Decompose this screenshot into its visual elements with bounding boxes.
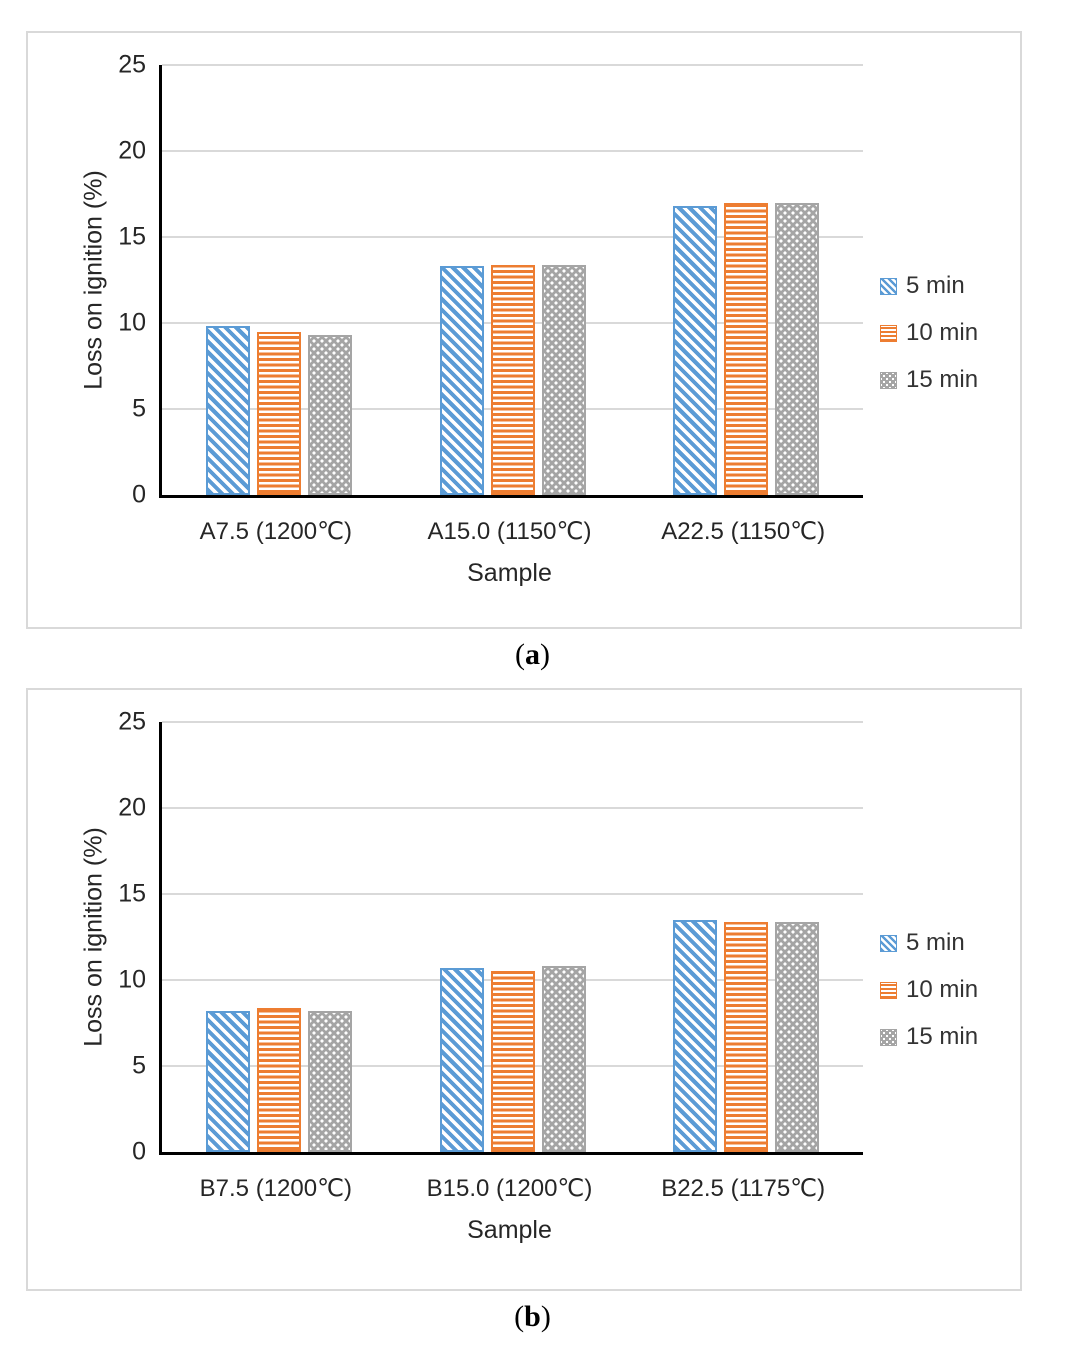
y-axis-ticks: 0 5 10 15 20 25 (28, 52, 146, 507)
legend: 5 min 10 min 15 min (880, 271, 978, 412)
y-tick-label: 25 (118, 50, 146, 79)
bar-15-min (541, 264, 586, 495)
y-tick-label: 20 (118, 793, 146, 822)
y-tick-label: 20 (118, 136, 146, 165)
bar-15-min (307, 335, 352, 495)
caption-paren-open: ( (515, 638, 525, 671)
bar-10-min (490, 264, 535, 495)
legend-label: 15 min (906, 1023, 979, 1050)
legend-swatch-10-min (880, 324, 897, 342)
y-tick-label: 0 (132, 1137, 146, 1166)
plot-area (159, 64, 863, 498)
bar-5-min (205, 326, 250, 495)
y-tick-label: 5 (132, 1051, 146, 1080)
bar-5-min (439, 967, 484, 1152)
bar-15-min (775, 921, 820, 1152)
bar-5-min (205, 1010, 250, 1152)
legend-label: 10 min (906, 976, 979, 1003)
legend-label: 15 min (906, 366, 979, 393)
bar-10-min (490, 971, 535, 1152)
x-axis-title: Sample (467, 1216, 552, 1244)
caption-letter-b: b (524, 1300, 541, 1333)
gridline (162, 721, 863, 723)
caption-paren-close: ) (540, 1300, 551, 1333)
bar-5-min (673, 206, 718, 495)
legend-swatch-10-min (880, 981, 897, 999)
legend-label: 5 min (906, 272, 965, 299)
legend-item: 5 min (880, 928, 978, 958)
legend-swatch-15-min (880, 371, 897, 389)
legend-label: 10 min (906, 319, 979, 346)
x-tick-label: B22.5 (1175℃) (661, 1175, 826, 1202)
caption-letter-a: a (525, 638, 540, 671)
gridline (162, 893, 863, 895)
x-axis-labels: A7.5 (1200℃) A15.0 (1150℃) A22.5 (1150℃) (159, 517, 860, 549)
legend-item: 10 min (880, 975, 978, 1005)
legend-swatch-5-min (880, 934, 897, 952)
bar-10-min (256, 1007, 301, 1152)
bar-15-min (307, 1010, 352, 1152)
legend-item: 15 min (880, 365, 978, 395)
gridline (162, 150, 863, 152)
y-tick-label: 25 (118, 707, 146, 736)
legend-item: 15 min (880, 1022, 978, 1052)
bar-5-min (673, 919, 718, 1152)
x-axis-title: Sample (467, 559, 552, 587)
panel-caption-a: (a) (0, 638, 1065, 672)
chart-panel-b: Loss on ignition (%) 0 5 10 15 20 25 B7.5 (12… (26, 688, 1022, 1291)
bar-10-min (256, 331, 301, 495)
gridline (162, 807, 863, 809)
gridline (162, 236, 863, 238)
bar-10-min (724, 202, 769, 495)
x-tick-label: B15.0 (1200℃) (426, 1175, 593, 1202)
y-tick-label: 0 (132, 480, 146, 509)
chart-panel-a: Loss on ignition (%) 0 5 10 15 20 25 A7.5 (12… (26, 31, 1022, 629)
gridline (162, 64, 863, 66)
y-axis-ticks: 0 5 10 15 20 25 (28, 709, 146, 1164)
y-tick-label: 10 (118, 965, 146, 994)
x-axis-labels: B7.5 (1200℃) B15.0 (1200℃) B22.5 (1175℃) (159, 1174, 860, 1206)
legend: 5 min 10 min 15 min (880, 928, 978, 1069)
y-tick-label: 5 (132, 394, 146, 423)
bar-10-min (724, 921, 769, 1152)
caption-paren-close: ) (540, 638, 550, 671)
bar-15-min (541, 966, 586, 1152)
panel-caption-b: (b) (0, 1300, 1065, 1334)
x-tick-label: A7.5 (1200℃) (199, 518, 353, 545)
y-tick-label: 15 (118, 222, 146, 251)
legend-item: 10 min (880, 318, 978, 348)
x-tick-label: B7.5 (1200℃) (199, 1175, 353, 1202)
caption-paren-open: ( (514, 1300, 525, 1333)
x-tick-label: A15.0 (1150℃) (427, 518, 592, 545)
x-tick-label: A22.5 (1150℃) (661, 518, 826, 545)
y-tick-label: 15 (118, 879, 146, 908)
y-tick-label: 10 (118, 308, 146, 337)
bar-5-min (439, 266, 484, 495)
plot-area (159, 721, 863, 1155)
legend-label: 5 min (906, 929, 965, 956)
bar-15-min (775, 202, 820, 495)
legend-item: 5 min (880, 271, 978, 301)
legend-swatch-5-min (880, 277, 897, 295)
legend-swatch-15-min (880, 1028, 897, 1046)
